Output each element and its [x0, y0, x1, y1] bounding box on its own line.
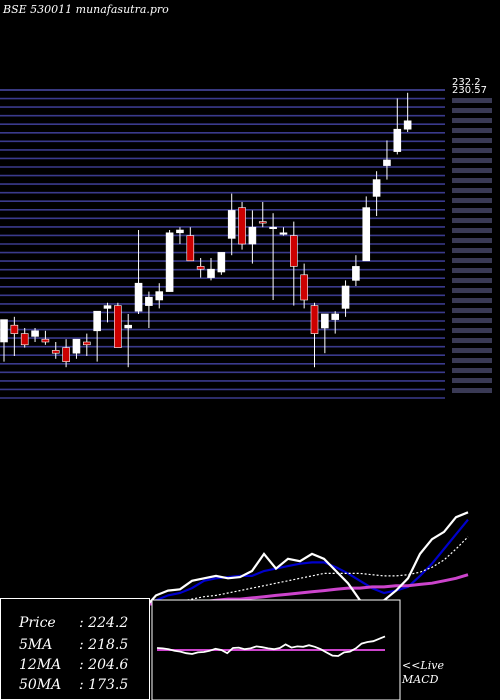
candle-body — [331, 313, 340, 320]
ma50-label: 50MA — [19, 677, 62, 693]
price-tick-smudge — [452, 298, 492, 303]
candle-body — [72, 338, 81, 354]
candle-body — [372, 179, 381, 197]
ma50-row: 50MA: 173.5 — [19, 677, 129, 693]
price-row: Price: 224.2 — [19, 615, 129, 631]
price-tick-smudge — [452, 118, 492, 123]
price-tick-smudge — [452, 288, 492, 293]
candle-body — [383, 159, 391, 166]
candle-body — [321, 313, 329, 329]
macd-caption: MACD — [402, 673, 439, 686]
price-tick-smudge — [452, 168, 492, 173]
price-tick-smudge — [452, 378, 492, 383]
price-tick-smudge — [452, 98, 492, 103]
candle-body — [10, 324, 19, 334]
candle-body — [279, 232, 288, 235]
price-tick-smudge — [452, 338, 492, 343]
price-tick-smudge — [452, 328, 492, 333]
candle-body — [238, 207, 246, 245]
ma5-row: 5MA: 218.5 — [19, 637, 129, 653]
price-tick-smudge — [452, 128, 492, 133]
price-tick-smudge — [452, 198, 492, 203]
candle-body — [341, 285, 350, 309]
price-tick-smudge — [452, 268, 492, 273]
price-tick-smudge — [452, 188, 492, 193]
candle-body — [165, 232, 174, 292]
candle-body — [20, 333, 29, 346]
candle-body — [124, 324, 132, 329]
price-tick-smudge — [452, 208, 492, 213]
price-tick-smudge — [452, 178, 492, 183]
price-tick-smudge — [452, 368, 492, 373]
candle-body — [176, 229, 184, 234]
price-tick-smudge — [452, 158, 492, 163]
price-label: Price — [19, 615, 56, 631]
ma12-label: 12MA — [19, 657, 62, 673]
candle-body — [310, 305, 319, 334]
ma5-value: 218.5 — [88, 637, 129, 653]
candle-body — [0, 319, 8, 343]
candle-body — [352, 266, 360, 281]
candle-body — [41, 338, 50, 343]
price-tick-label: 232.2 — [452, 77, 481, 88]
price-tick-smudge — [452, 388, 492, 393]
candle-body — [134, 282, 143, 312]
chart-title: BSE 530011 munafasutra.pro — [3, 3, 169, 16]
price-tick-smudge — [452, 218, 492, 223]
candle-body — [114, 305, 122, 348]
price-tick-label: 230.57 — [452, 85, 487, 96]
price-tick-smudge — [452, 358, 492, 363]
ma-short-line — [0, 519, 469, 612]
candle-body — [300, 274, 308, 301]
price-tick-smudge — [452, 248, 492, 253]
ma12-value: 204.6 — [88, 657, 129, 673]
candle-body — [227, 210, 236, 239]
candle-body — [51, 350, 60, 354]
price-tick-smudge — [452, 348, 492, 353]
candle-body — [83, 341, 91, 346]
price-tick-smudge — [452, 148, 492, 153]
price-tick-smudge — [452, 108, 492, 113]
candle-body — [145, 296, 153, 306]
candle-body — [31, 330, 39, 337]
macd-line — [156, 635, 386, 657]
ma-mid-line — [0, 536, 469, 609]
ma12-row: 12MA: 204.6 — [19, 657, 129, 673]
price-tick-smudge — [452, 258, 492, 263]
price-tick-smudge — [452, 308, 492, 313]
candle-body — [258, 221, 267, 224]
ma50-value: 173.5 — [88, 677, 129, 693]
candle-body — [207, 268, 215, 278]
candle-body — [217, 252, 226, 273]
macd-label: <<Live MACD — [402, 659, 444, 687]
price-tick-smudge — [452, 238, 492, 243]
candle-body — [248, 226, 257, 245]
candle-body — [362, 207, 371, 262]
candle-body — [155, 291, 164, 301]
price-grid — [0, 89, 445, 399]
macd-panel — [151, 599, 401, 700]
price-tick-smudge — [452, 318, 492, 323]
candle-body — [93, 310, 101, 332]
price-tick-smudge — [452, 228, 492, 233]
candle-body — [393, 128, 402, 152]
price-tick-smudge — [452, 278, 492, 283]
ma5-label: 5MA — [19, 637, 53, 653]
candlestick-series — [0, 92, 412, 368]
candle-body — [289, 235, 298, 267]
price-value: 224.2 — [88, 615, 129, 631]
candle-body — [62, 347, 70, 362]
live-link[interactable]: <<Live — [402, 659, 444, 672]
candle-body — [269, 226, 277, 229]
candle-body — [403, 120, 412, 130]
candle-body — [196, 266, 205, 270]
price-tick-smudge — [452, 138, 492, 143]
candle-body — [186, 235, 195, 262]
candle-body — [103, 305, 112, 309]
price-summary-box: Price: 224.2 5MA: 218.5 12MA: 204.6 50MA… — [0, 598, 150, 700]
